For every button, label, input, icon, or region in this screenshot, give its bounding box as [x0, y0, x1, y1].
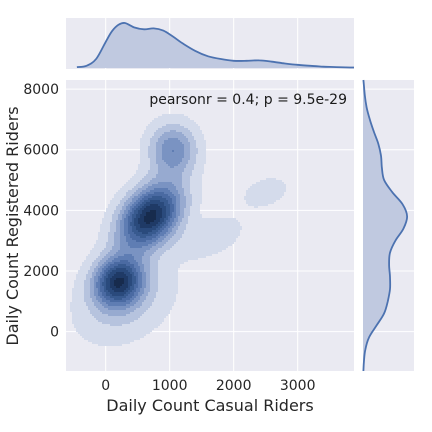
kde-contour-band	[70, 114, 286, 346]
y-axis-label: Daily Count Registered Riders	[3, 106, 22, 345]
x-tick-label: 3000	[280, 378, 316, 394]
y-tick-label: 0	[50, 325, 59, 341]
correlation-annotation: pearsonr = 0.4; p = 9.5e-29	[149, 92, 347, 108]
y-marginal-density-fill	[363, 80, 408, 371]
y-tick-label: 2000	[23, 264, 59, 280]
kde-contour-band	[90, 130, 190, 316]
kde-contour-band	[96, 150, 176, 306]
x-axis-label: Daily Count Casual Riders	[106, 396, 313, 415]
kde-contour-band	[94, 138, 184, 310]
x-tick-label: 0	[101, 378, 110, 394]
x-marginal-density-fill	[76, 22, 355, 68]
x-tick-label: 1000	[152, 378, 188, 394]
y-tick-label: 8000	[23, 82, 59, 98]
kde-contour-band	[100, 192, 174, 302]
kde-density-contours	[70, 114, 286, 346]
x-tick-label: 2000	[216, 378, 252, 394]
kde-contour-band	[110, 204, 162, 292]
y-tick-label: 4000	[23, 203, 59, 219]
y-marginal-density-line	[362, 79, 409, 372]
x-marginal-density-line	[76, 22, 355, 69]
y-tick-labels: 0 2000 4000 6000 8000	[23, 82, 59, 341]
kde-contour-band	[114, 210, 156, 288]
y-tick-label: 6000	[23, 143, 59, 159]
x-tick-labels: 0 1000 2000 3000	[101, 378, 315, 394]
